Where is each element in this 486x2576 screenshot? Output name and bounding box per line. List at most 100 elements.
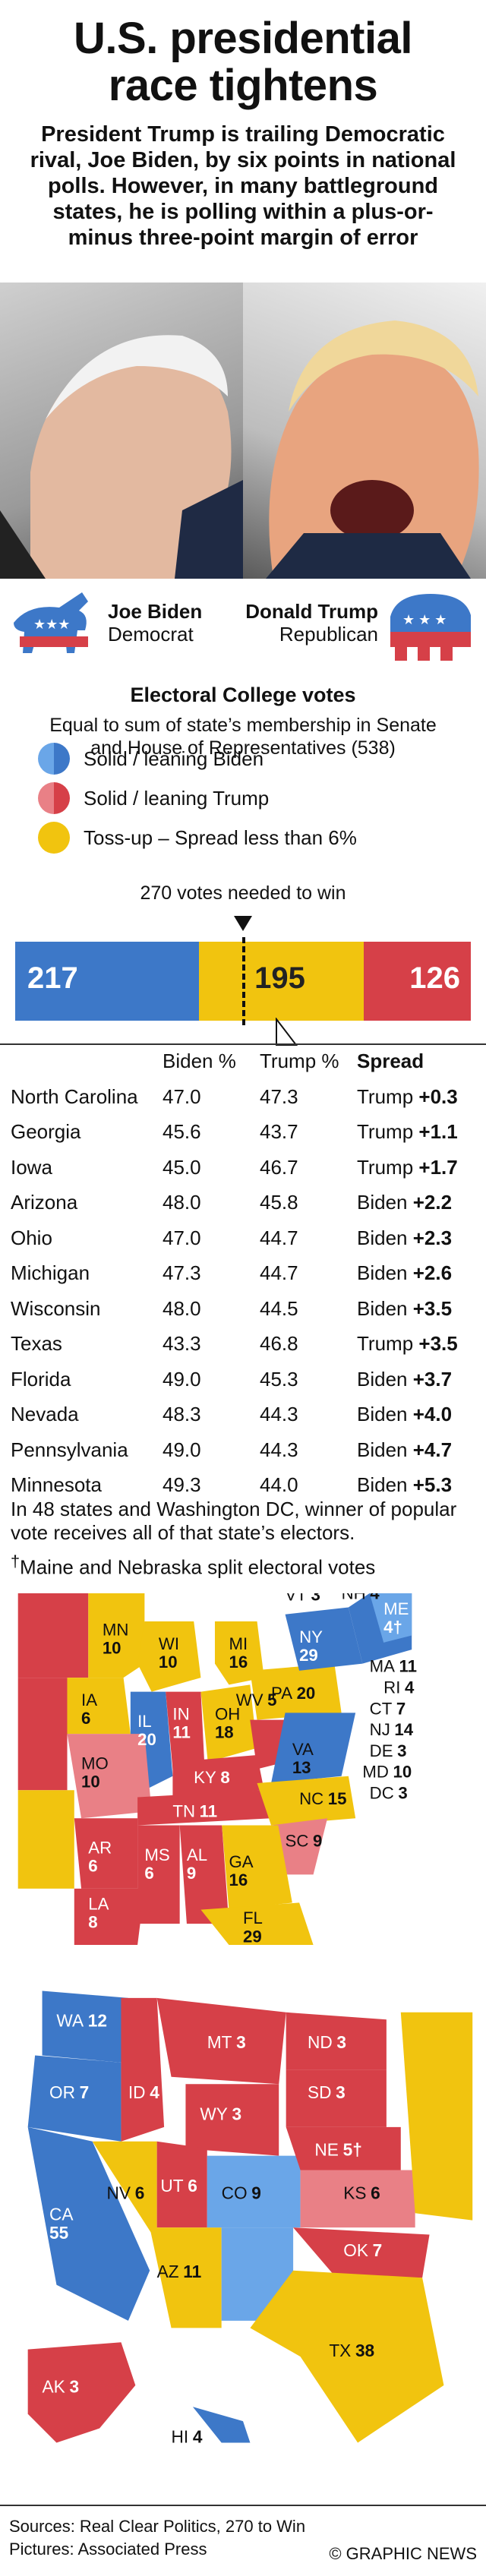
svg-text:★ ★ ★: ★ ★ ★ <box>402 612 447 627</box>
state-label-wi: WI 10 <box>159 1634 179 1672</box>
legend-label-biden: Solid / leaning Biden <box>84 747 264 770</box>
state-votes: 3 <box>232 2104 242 2123</box>
state-votes: 4 <box>370 1593 380 1602</box>
state-label-ma: MA 11 <box>370 1657 417 1676</box>
state-abbr: NJ <box>370 1720 390 1739</box>
table-row: Wisconsin 48.0 44.5 Biden +3.5 <box>11 1291 475 1327</box>
state-votes: 7 <box>396 1699 406 1718</box>
bar-value-trump: 126 <box>409 961 460 995</box>
table-header: Biden % Trump % Spread <box>11 1050 475 1079</box>
header-trump: Trump % <box>260 1050 339 1072</box>
row-spread-value: +0.3 <box>418 1084 458 1108</box>
state-AL <box>179 1825 229 1924</box>
east-state-labels: MN10WI10MI16IA6IL20IN11OH18PA20NY29VT3NH… <box>81 1593 417 1946</box>
state-abbr: ME <box>383 1599 409 1618</box>
state-GA <box>222 1825 292 1910</box>
state-votes: 10 <box>159 1653 178 1672</box>
state-WY <box>185 2084 279 2156</box>
state-votes: 5 <box>267 1690 276 1709</box>
state-AK <box>27 2342 136 2443</box>
row-spread: Trump +0.3 <box>357 1079 475 1115</box>
row-biden: 47.3 <box>163 1261 201 1285</box>
state-label-pa: PA 20 <box>271 1684 315 1703</box>
bar-segment-trump: 126 <box>364 942 471 1021</box>
state-abbr: IL <box>137 1712 152 1731</box>
state-label-de: DE 3 <box>370 1741 407 1760</box>
east-map: MN10WI10MI16IA6IL20IN11OH18PA20NY29VT3NH… <box>17 1593 469 1946</box>
row-state: Arizona <box>11 1191 78 1214</box>
state-label-nc: NC 15 <box>299 1789 346 1808</box>
state-votes: 9 <box>187 1864 196 1883</box>
state-votes: 3 <box>336 2082 346 2102</box>
row-biden: 49.0 <box>163 1367 201 1391</box>
row-state: Pennsylvania <box>11 1438 128 1461</box>
state-label-nv: NV 6 <box>107 2183 145 2202</box>
polls-table: Biden % Trump % Spread North Carolina 47.… <box>11 1050 475 1503</box>
state-label-sd: SD 3 <box>308 2082 346 2102</box>
row-biden: 43.3 <box>163 1332 201 1356</box>
state-votes: 4 <box>193 2426 203 2446</box>
state-label-ia: IA 6 <box>81 1690 97 1728</box>
bar-segment-biden: 217 <box>15 942 199 1021</box>
row-trump: 43.7 <box>260 1120 298 1144</box>
legend-tossup: Toss-up – Spread less than 6% <box>38 820 357 855</box>
state-votes: 55 <box>49 2223 68 2243</box>
state-label-ky: KY 8 <box>194 1768 230 1787</box>
row-trump: 44.5 <box>260 1296 298 1320</box>
row-trump: 46.8 <box>260 1332 298 1356</box>
intro-text: President Trump is trailing Democratic r… <box>30 122 456 250</box>
split-note: †Maine and Nebraska split electoral vote… <box>11 1549 475 1580</box>
state-abbr: OK <box>343 2240 368 2260</box>
row-spread-value: +2.6 <box>412 1261 453 1285</box>
state-abbr: VT <box>286 1593 308 1604</box>
state-abbr: CO <box>222 2183 248 2202</box>
state-votes: 7 <box>373 2240 383 2260</box>
svg-text:★★★: ★★★ <box>33 617 70 632</box>
state-votes: 16 <box>229 1653 248 1672</box>
state-votes: 4† <box>383 1618 402 1637</box>
state-FL <box>200 1902 314 1945</box>
votes-needed: 270 votes needed to win <box>140 882 346 904</box>
row-leader: Trump <box>357 1332 414 1356</box>
row-biden: 48.0 <box>163 1296 201 1320</box>
state-label-ga: GA 16 <box>229 1852 253 1889</box>
row-leader: Biden <box>357 1226 408 1249</box>
state-abbr: WA <box>56 2011 84 2031</box>
state-abbr: AL <box>187 1845 207 1864</box>
state-abbr: MA <box>370 1657 396 1676</box>
donkey-icon: ★★★ <box>14 592 88 653</box>
biden-name: Joe Biden <box>108 600 203 623</box>
state-votes: 3 <box>398 1783 407 1802</box>
state-votes: 3 <box>69 2376 79 2396</box>
state-label-nd: ND 3 <box>308 2032 346 2052</box>
row-spread-value: +5.3 <box>412 1473 453 1497</box>
state-abbr: LA <box>88 1895 109 1914</box>
state-abbr: KY <box>194 1768 216 1787</box>
sources: Sources: Real Clear Politics, 270 to Win <box>9 2517 306 2536</box>
state-label-co: CO 9 <box>222 2183 261 2202</box>
table-row: Michigan 47.3 44.7 Biden +2.6 <box>11 1256 475 1292</box>
electoral-title: Electoral College votes <box>130 683 356 706</box>
trump-photo <box>243 283 486 579</box>
header-biden: Biden % <box>163 1050 236 1072</box>
row-biden: 45.6 <box>163 1120 201 1144</box>
state-KY <box>172 1754 264 1798</box>
state-TN <box>137 1790 272 1826</box>
header-spread: Spread <box>357 1050 424 1072</box>
map-west-edge <box>17 1593 89 1678</box>
state-abbr: TN <box>172 1801 195 1820</box>
row-trump: 44.3 <box>260 1403 298 1426</box>
table-row: Pennsylvania 49.0 44.3 Biden +4.7 <box>11 1432 475 1468</box>
state-abbr: MO <box>81 1754 109 1773</box>
row-trump: 47.3 <box>260 1084 298 1108</box>
split-mark: † <box>11 1552 21 1571</box>
state-votes: 38 <box>355 2341 374 2360</box>
row-leader: Biden <box>357 1296 408 1320</box>
biden-portrait <box>0 335 243 579</box>
row-leader: Trump <box>357 1155 414 1179</box>
state-votes: 10 <box>393 1763 412 1782</box>
state-votes: 8 <box>220 1768 229 1787</box>
state-abbr: AR <box>88 1839 112 1858</box>
threshold-line <box>242 937 246 1025</box>
